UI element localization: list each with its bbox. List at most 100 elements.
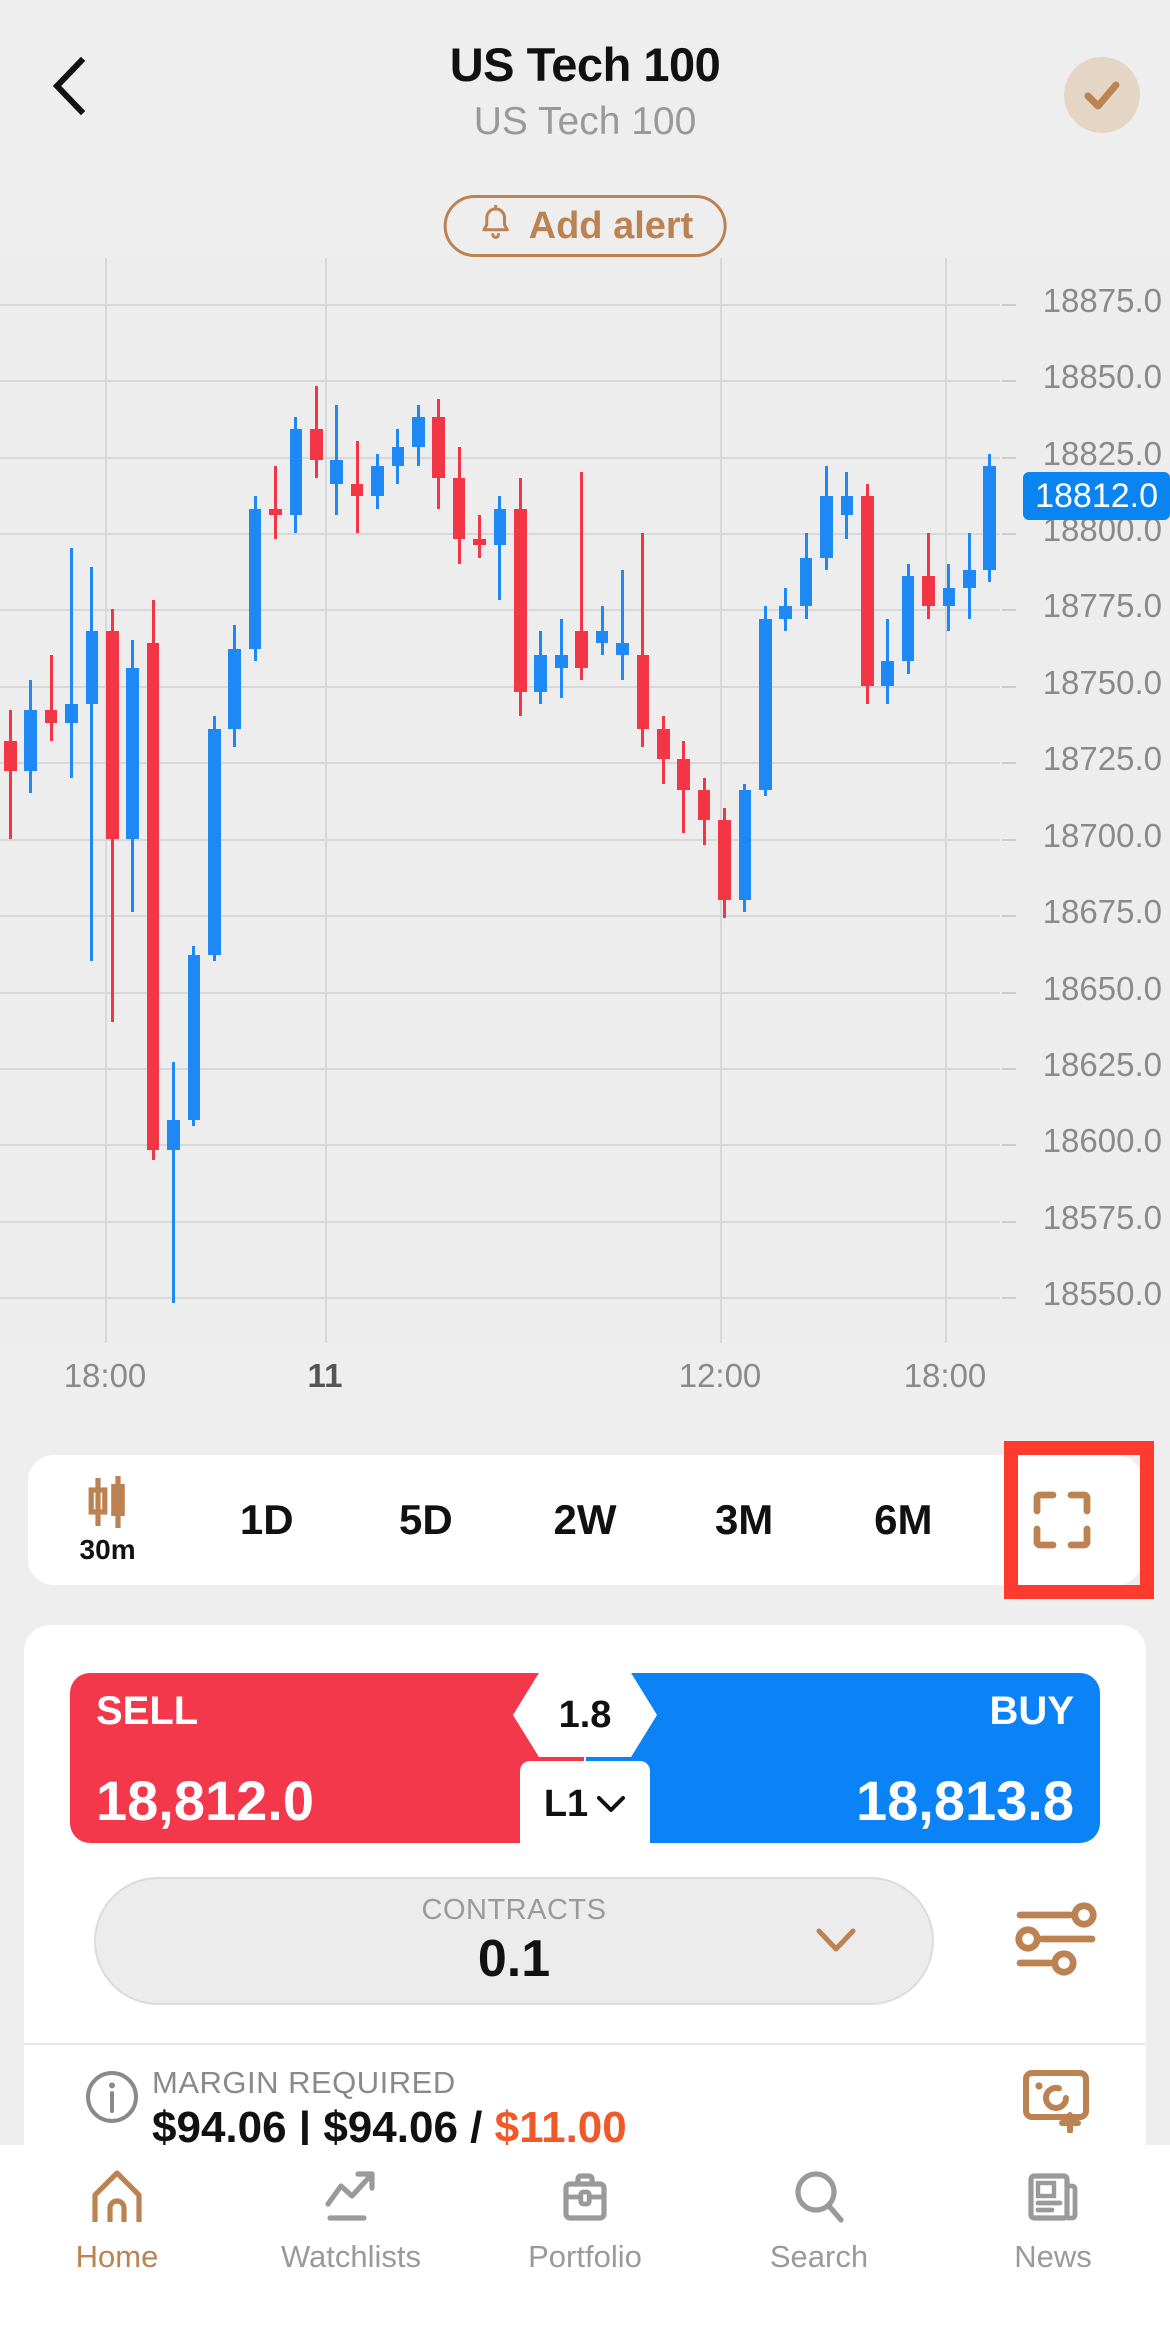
candle-body [656, 728, 670, 760]
briefcase-icon [563, 2173, 607, 2221]
back-button[interactable] [30, 48, 106, 124]
candle-body [718, 820, 731, 900]
candlestick [248, 258, 262, 1343]
candle-body [44, 710, 58, 723]
spread-badge: 1.8 [513, 1673, 657, 1757]
candlestick [697, 258, 711, 1343]
sell-button[interactable]: SELL 18,812.0 [70, 1673, 584, 1843]
candle-body [881, 661, 895, 686]
timeframe-button-1d[interactable]: 1D [187, 1455, 346, 1585]
candlestick [207, 258, 221, 1343]
grid-line-horizontal [0, 685, 1000, 688]
screenshot-add-icon [1023, 2070, 1089, 2134]
screenshot-button[interactable] [1022, 2067, 1098, 2138]
nav-item-portfolio[interactable]: Portfolio [468, 2167, 702, 2275]
price-axis-label: 18650.0 [1042, 969, 1162, 1007]
candle-body [901, 575, 915, 662]
candlestick [575, 258, 588, 1343]
fullscreen-button[interactable] [983, 1455, 1142, 1585]
timeframe-button-3m[interactable]: 3M [665, 1455, 824, 1585]
candle-body [391, 447, 405, 466]
price-axis: 18875.0 18850.0 18825.0 18800.0 18775.0 18750… [1000, 258, 1170, 1343]
axis-tick-mark [1002, 1067, 1016, 1070]
grid-line-horizontal [0, 991, 1000, 994]
candlestick [105, 258, 119, 1343]
nav-item-watchlists[interactable]: Watchlists [234, 2167, 468, 2275]
candlestick [3, 258, 17, 1343]
home-icon [92, 2170, 142, 2222]
search-icon-wrap [789, 2167, 849, 2227]
info-button[interactable] [84, 2069, 140, 2130]
price-chart[interactable]: 18875.0 18850.0 18825.0 18800.0 18775.0 18750… [0, 258, 1170, 1343]
axis-tick-mark [1002, 991, 1016, 994]
newspaper-icon-wrap [1023, 2167, 1083, 2227]
price-axis-label: 18700.0 [1042, 816, 1162, 854]
nav-item-search[interactable]: Search [702, 2167, 936, 2275]
time-axis-label: 18:00 [903, 1357, 987, 1394]
grid-line-horizontal [0, 1297, 1000, 1300]
axis-tick-mark [1002, 762, 1016, 765]
price-axis-label: 18850.0 [1042, 358, 1162, 396]
axis-tick-mark [1002, 533, 1016, 536]
timeframe-button-6m[interactable]: 6M [824, 1455, 983, 1585]
price-axis-label: 18550.0 [1042, 1275, 1162, 1313]
watchlist-check-button[interactable] [1064, 57, 1140, 133]
candle-body [493, 508, 507, 546]
candlestick [452, 258, 466, 1343]
candlestick [963, 258, 976, 1343]
nav-label: News [1014, 2239, 1092, 2274]
candle-body [126, 667, 139, 839]
candle-wick [69, 548, 73, 778]
margin-accent: $11.00 [494, 2103, 627, 2152]
timeframe-button-2w[interactable]: 2W [505, 1455, 664, 1585]
candle-body [105, 630, 119, 839]
timeframe-interval-button[interactable]: 30m [28, 1455, 187, 1585]
contracts-value: 0.1 [477, 1929, 551, 1988]
candle-body [187, 954, 201, 1120]
candlestick [412, 258, 425, 1343]
trending-up-icon [325, 2171, 375, 2221]
nav-item-news[interactable]: News [936, 2167, 1170, 2275]
timeframe-button-5d[interactable]: 5D [346, 1455, 505, 1585]
candle-body [412, 416, 425, 448]
candlestick [861, 258, 874, 1343]
nav-item-home[interactable]: Home [0, 2167, 234, 2275]
candlestick [595, 258, 609, 1343]
time-axis-label: 11 [307, 1357, 343, 1394]
add-alert-button[interactable]: Add alert [443, 195, 727, 257]
chevron-down-icon [816, 1928, 856, 1952]
candlestick [126, 258, 139, 1343]
contracts-selector[interactable]: CONTRACTS 0.1 [94, 1877, 934, 2005]
candlestick [799, 258, 813, 1343]
candle-body [207, 728, 221, 955]
candlestick [24, 258, 37, 1343]
candlestick [391, 258, 405, 1343]
time-axis-label: 12:00 [678, 1357, 762, 1394]
fullscreen-icon [1034, 1491, 1091, 1549]
candlestick [85, 258, 99, 1343]
buy-price: 18,813.8 [856, 1769, 1074, 1832]
candlestick [554, 258, 568, 1343]
candle-body [65, 704, 78, 723]
candle-wick [90, 566, 94, 961]
level-selector[interactable]: L1 [520, 1761, 650, 1847]
candlestick [371, 258, 384, 1343]
order-settings-button[interactable] [1012, 1899, 1100, 1984]
price-axis-label: 18675.0 [1042, 893, 1162, 931]
candle-body [310, 429, 323, 460]
buy-button[interactable]: BUY 18,813.8 [586, 1673, 1100, 1843]
price-axis-label: 18600.0 [1042, 1122, 1162, 1160]
candle-body [738, 789, 752, 900]
grid-line-vertical [945, 258, 947, 1343]
candle-body [942, 588, 956, 607]
candlestick-plot [0, 258, 1000, 1343]
candle-body [85, 630, 99, 705]
grid-line-horizontal [0, 915, 1000, 918]
candlestick [677, 258, 690, 1343]
page-subtitle: US Tech 100 [473, 100, 697, 143]
nav-label: Portfolio [528, 2239, 642, 2274]
candlestick [65, 258, 78, 1343]
candlestick [514, 258, 527, 1343]
candle-body [779, 606, 793, 619]
candlestick-icon [88, 1476, 125, 1528]
